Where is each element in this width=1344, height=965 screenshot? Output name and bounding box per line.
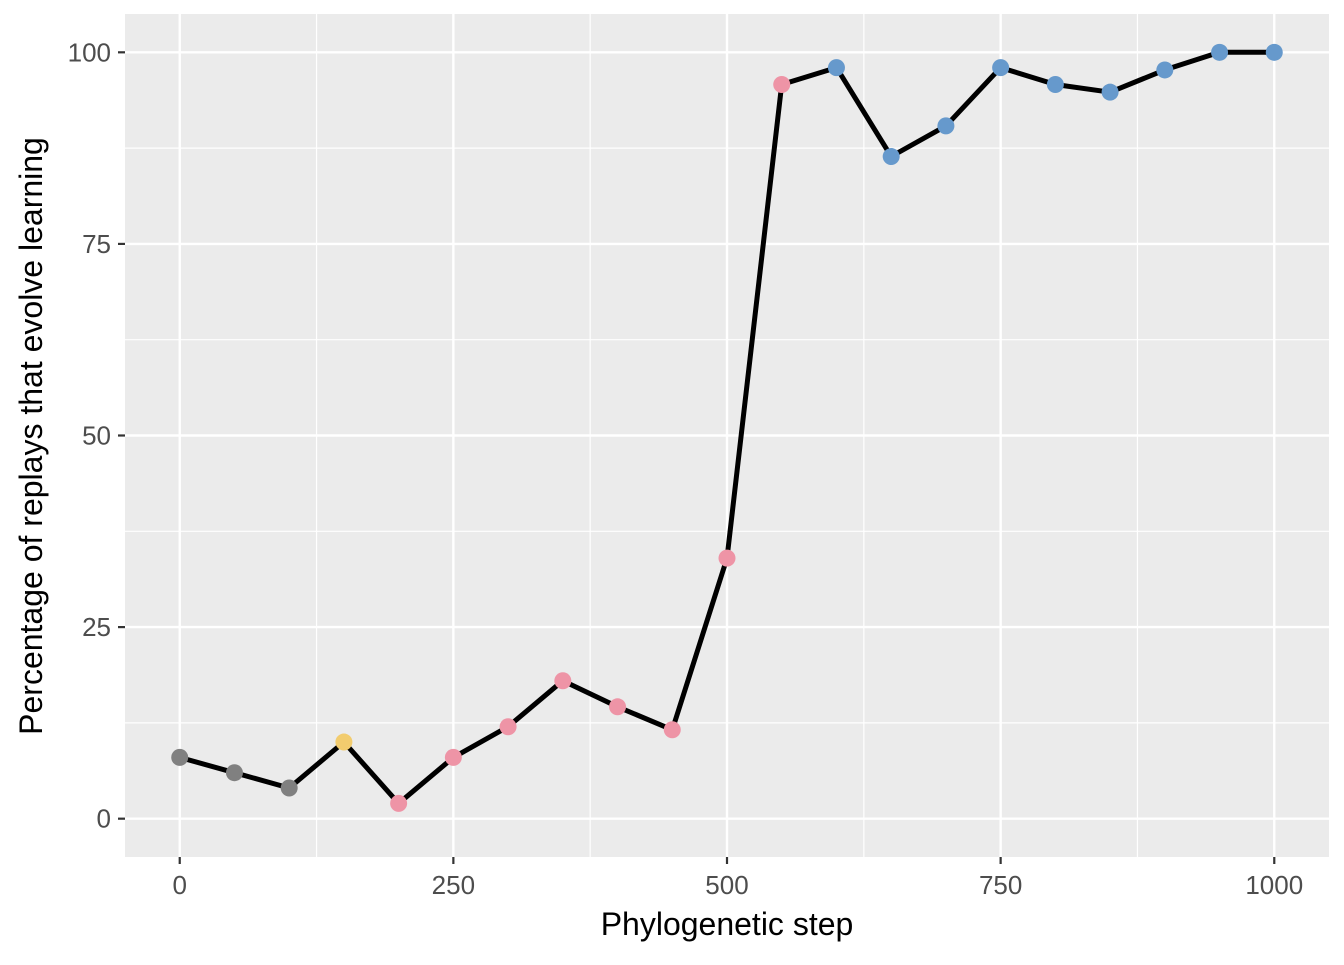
y-tick-label: 75 <box>82 229 111 259</box>
data-point <box>1265 43 1283 61</box>
data-point <box>171 748 189 766</box>
major-gridlines <box>125 14 1329 857</box>
data-point <box>609 698 627 716</box>
y-tick-label: 50 <box>82 421 111 451</box>
data-point <box>1211 43 1229 61</box>
data-points <box>171 43 1283 812</box>
y-tick-label: 25 <box>82 612 111 642</box>
data-point <box>335 733 353 751</box>
x-axis-ticks: 0 250 500 750 1000 <box>172 857 1303 900</box>
y-tick-label: 100 <box>68 37 111 67</box>
data-point <box>225 764 243 782</box>
data-point <box>992 59 1010 77</box>
data-point <box>773 76 791 94</box>
data-point <box>663 721 681 739</box>
x-axis-title: Phylogenetic step <box>601 906 854 942</box>
data-point <box>937 117 955 135</box>
y-axis-title: Percentage of replays that evolve learni… <box>13 137 49 735</box>
data-point <box>554 672 572 690</box>
data-point <box>499 718 517 736</box>
x-tick-label: 0 <box>172 870 186 900</box>
data-point <box>882 148 900 166</box>
data-point <box>1046 76 1064 94</box>
data-point <box>444 748 462 766</box>
data-point <box>280 779 298 797</box>
x-tick-label: 250 <box>432 870 475 900</box>
y-axis-ticks: 0 25 50 75 100 <box>68 37 125 834</box>
data-point <box>390 794 408 812</box>
data-point <box>718 549 736 567</box>
x-tick-label: 1000 <box>1245 870 1303 900</box>
data-point <box>1101 83 1119 101</box>
x-tick-label: 750 <box>979 870 1022 900</box>
y-tick-label: 0 <box>97 804 111 834</box>
data-point <box>827 59 845 77</box>
data-point <box>1156 61 1174 79</box>
x-tick-label: 500 <box>705 870 748 900</box>
